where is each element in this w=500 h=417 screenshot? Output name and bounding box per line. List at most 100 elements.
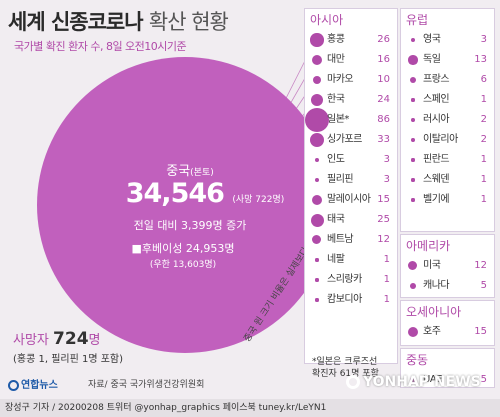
- china-bubble: [37, 57, 333, 353]
- country-bubble: [411, 98, 415, 102]
- country-bubble: [310, 213, 324, 227]
- china-name: 중국: [166, 164, 191, 179]
- country-value: 16: [377, 54, 390, 65]
- country-bubble: [312, 235, 322, 245]
- country-bubble: [310, 33, 324, 47]
- country-name: 이탈리아: [423, 134, 458, 145]
- country-row: 마카오 10: [305, 70, 397, 90]
- region-heading: 오세아니아: [406, 305, 462, 319]
- country-row: 캐나다 5: [401, 276, 494, 296]
- country-row: 호주 15: [401, 322, 494, 342]
- country-bubble: [407, 326, 419, 338]
- country-row: 싱가포르 33: [305, 130, 397, 150]
- country-row: 벨기에 1: [401, 190, 494, 210]
- country-name: 베트남: [327, 234, 354, 245]
- country-bubble: [409, 76, 417, 84]
- chart-title: 세계 신종코로나 확산 현황: [8, 6, 229, 36]
- country-bubble: [410, 37, 416, 43]
- country-bubble: [311, 54, 323, 66]
- country-name: 러시아: [423, 114, 450, 125]
- country-bubble: [315, 298, 319, 302]
- china-name-note: (본토): [190, 168, 214, 178]
- country-name: 인도: [327, 154, 345, 165]
- country-bubble: [411, 198, 415, 202]
- country-row: 캄보디아 1: [305, 290, 397, 310]
- country-value: 1: [480, 174, 487, 185]
- country-name: 스리랑카: [327, 274, 362, 285]
- country-value: 1: [383, 254, 390, 265]
- region-heading: 유럽: [406, 13, 429, 27]
- yonhap-logo-icon: [8, 380, 19, 391]
- country-value: 26: [377, 34, 390, 45]
- country-name: 스웨덴: [423, 174, 450, 185]
- country-value: 86: [377, 114, 390, 125]
- country-name: 캐나다: [423, 280, 450, 291]
- japan-note-line2: 확진자 61명 포함: [312, 369, 379, 379]
- logo-text: 연합뉴스: [21, 380, 58, 391]
- deaths-unit: 명: [88, 333, 101, 348]
- country-value: 1: [480, 194, 487, 205]
- country-row: 스웨덴 1: [401, 170, 494, 190]
- country-bubble: [410, 283, 416, 289]
- country-name: 마카오: [327, 74, 354, 85]
- title-bold: 세계 신종코로나: [8, 10, 144, 34]
- country-bubble: [408, 261, 418, 271]
- deaths-value: 724: [53, 329, 89, 349]
- country-row: 네팔 1: [305, 250, 397, 270]
- country-value: 15: [474, 326, 487, 337]
- region-panel-europe: 유럽 영국 3 독일 13 프랑스 6 스페인 1 러시아 2 이탈리아 2 핀란드 1 스웨덴 1 벨기에 1: [400, 8, 495, 232]
- country-row: 홍콩 26: [305, 30, 397, 50]
- china-change: 전일 대비 3,399명 증가: [133, 219, 247, 232]
- country-value: 33: [377, 134, 390, 145]
- country-value: 5: [480, 280, 487, 291]
- region-heading: 중동: [406, 353, 429, 367]
- watermark-text: YONHAP NEWS: [363, 374, 481, 390]
- country-value: 1: [383, 294, 390, 305]
- china-deaths-note: (사망 722명): [232, 195, 285, 205]
- country-row: 말레이시아 15: [305, 190, 397, 210]
- country-bubble: [411, 178, 415, 182]
- country-value: 12: [474, 260, 487, 271]
- country-row: UAE 5: [401, 370, 494, 390]
- country-value: 5: [480, 374, 487, 385]
- country-name: UAE: [423, 374, 442, 385]
- country-value: 2: [480, 114, 487, 125]
- country-value: 15: [377, 194, 390, 205]
- region-panel-asia: 아시아 홍콩 26 대만 16 마카오 10 한국 24 일본* 86 싱가포르 33 인도 3 필리핀 3 말레…: [304, 8, 398, 364]
- country-value: 1: [480, 154, 487, 165]
- country-name: 한국: [327, 94, 345, 105]
- watermark-icon: [346, 375, 360, 389]
- country-row: 필리핀 3: [305, 170, 397, 190]
- country-bubble: [304, 107, 330, 133]
- country-row: 프랑스 6: [401, 70, 494, 90]
- country-name: 말레이시아: [327, 194, 371, 205]
- country-row: 핀란드 1: [401, 150, 494, 170]
- country-bubble: [315, 278, 319, 282]
- japan-note-line1: *일본은 크루즈선: [312, 357, 378, 367]
- country-row: 한국 24: [305, 90, 397, 110]
- china-count-value: 34,546: [125, 178, 225, 209]
- country-bubble: [311, 194, 323, 206]
- china-hubei: ■후베이성 24,953명: [131, 242, 235, 255]
- country-name: 네팔: [327, 254, 345, 265]
- source-note: 자료/ 중국 국가위생건강위원회: [88, 380, 205, 390]
- china-wuhan: (우한 13,603명): [149, 260, 217, 270]
- country-row: 미국 12: [401, 256, 494, 276]
- country-value: 3: [480, 34, 487, 45]
- country-name: 태국: [327, 214, 345, 225]
- country-name: 캄보디아: [327, 294, 362, 305]
- country-name: 미국: [423, 260, 441, 271]
- country-name: 프랑스: [423, 74, 450, 85]
- chart-subtitle: 국가별 확진 환자 수, 8일 오전10시기준: [14, 40, 187, 53]
- country-bubble: [312, 75, 322, 85]
- deaths-detail: (홍콩 1, 필리핀 1명 포함): [13, 354, 124, 365]
- country-value: 12: [377, 234, 390, 245]
- country-bubble: [411, 118, 415, 122]
- country-bubble: [411, 158, 415, 162]
- country-name: 싱가포르: [327, 134, 362, 145]
- country-value: 1: [480, 94, 487, 105]
- country-name: 핀란드: [423, 154, 450, 165]
